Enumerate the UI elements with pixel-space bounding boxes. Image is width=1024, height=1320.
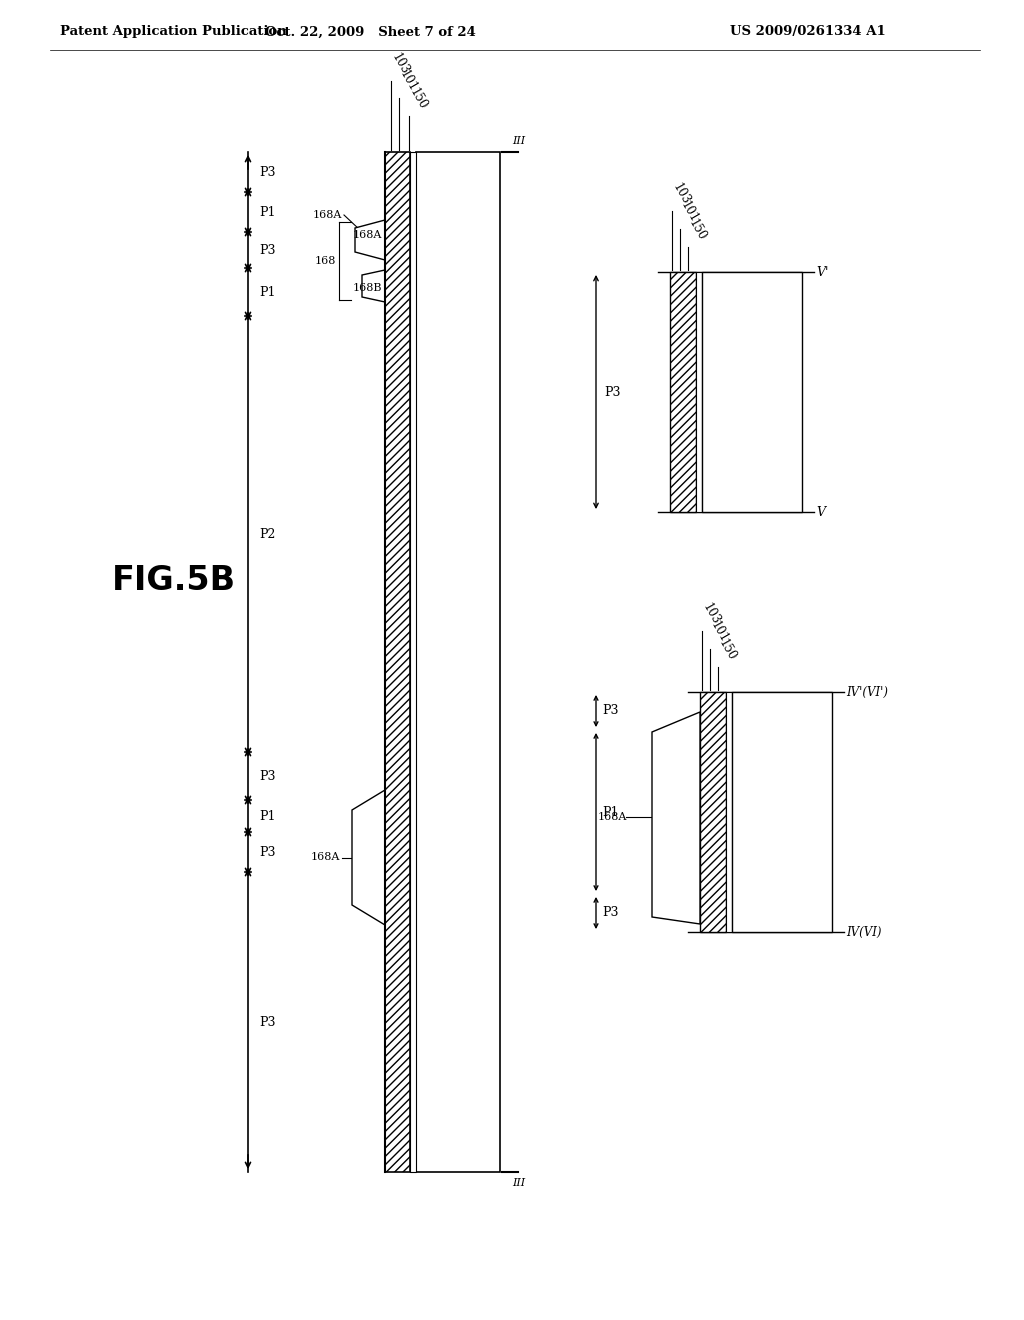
- Text: P1: P1: [602, 805, 618, 818]
- Text: 168: 168: [314, 256, 336, 267]
- Text: IV(VI): IV(VI): [846, 925, 882, 939]
- Bar: [702, 272, 802, 512]
- Text: 168A: 168A: [312, 210, 342, 220]
- Bar: [410, 152, 416, 1172]
- Text: 168A: 168A: [310, 853, 340, 862]
- Bar: [385, 152, 410, 1172]
- Text: 150: 150: [686, 216, 709, 243]
- Text: P3: P3: [602, 907, 618, 920]
- Text: 103: 103: [389, 51, 412, 77]
- Text: P3: P3: [604, 385, 621, 399]
- Text: Oct. 22, 2009   Sheet 7 of 24: Oct. 22, 2009 Sheet 7 of 24: [264, 25, 475, 38]
- Bar: [670, 272, 696, 512]
- Polygon shape: [362, 271, 385, 302]
- Polygon shape: [652, 711, 700, 924]
- Bar: [732, 692, 831, 932]
- Text: P1: P1: [259, 285, 275, 298]
- Text: 168A: 168A: [353, 230, 382, 240]
- Text: P3: P3: [259, 165, 275, 178]
- Text: 103: 103: [670, 181, 692, 207]
- Text: P3: P3: [259, 846, 275, 858]
- Text: 101: 101: [708, 619, 730, 645]
- Text: 150: 150: [407, 86, 429, 112]
- Bar: [726, 692, 732, 932]
- Text: 168A: 168A: [598, 812, 628, 822]
- Polygon shape: [352, 789, 385, 925]
- Bar: [696, 272, 702, 512]
- Text: P3: P3: [259, 770, 275, 783]
- Text: P1: P1: [259, 206, 275, 219]
- Text: IV'(VI'): IV'(VI'): [846, 685, 888, 698]
- Text: 101: 101: [678, 199, 700, 224]
- Text: P3: P3: [259, 243, 275, 256]
- Text: P3: P3: [602, 705, 618, 718]
- Text: 101: 101: [397, 69, 420, 94]
- Text: III: III: [512, 1177, 525, 1188]
- Text: US 2009/0261334 A1: US 2009/0261334 A1: [730, 25, 886, 38]
- Text: P1: P1: [259, 809, 275, 822]
- Text: V: V: [816, 506, 825, 519]
- Bar: [700, 692, 726, 932]
- Bar: [416, 152, 500, 1172]
- Text: 103: 103: [700, 601, 723, 627]
- Polygon shape: [355, 220, 385, 260]
- Text: V': V': [816, 265, 828, 279]
- Text: FIG.5B: FIG.5B: [112, 564, 237, 597]
- Text: 168B: 168B: [353, 282, 383, 293]
- Text: 150: 150: [716, 638, 738, 663]
- Text: Patent Application Publication: Patent Application Publication: [60, 25, 287, 38]
- Text: III: III: [512, 136, 525, 147]
- Text: P2: P2: [259, 528, 275, 540]
- Text: P3: P3: [259, 1015, 275, 1028]
